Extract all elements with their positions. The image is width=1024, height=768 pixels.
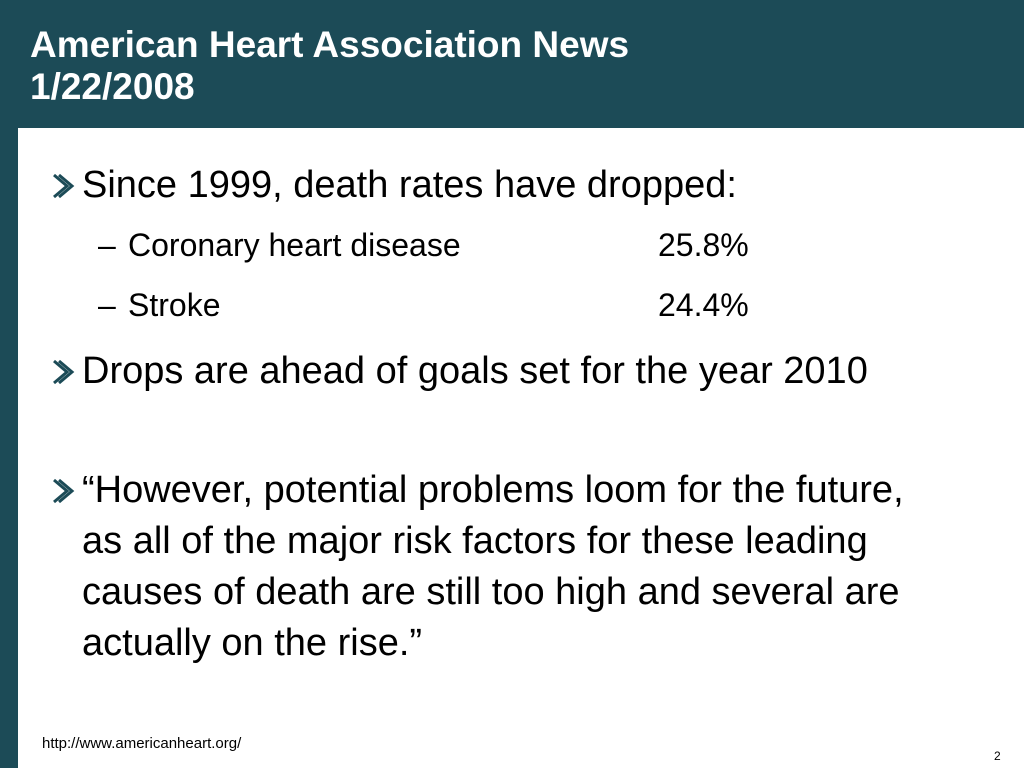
arrow-bullet-icon (53, 478, 75, 504)
subitem-label: Coronary heart disease (128, 227, 461, 263)
arrow-bullet-icon (53, 173, 75, 199)
arrow-bullet-icon (53, 359, 75, 385)
title-line-2: 1/22/2008 (30, 66, 195, 107)
slide-title: American Heart Association News 1/22/200… (30, 24, 1010, 108)
bullet-text: Drops are ahead of goals set for the yea… (82, 350, 868, 392)
page-number: 2 (994, 749, 1001, 763)
title-line-1: American Heart Association News (30, 24, 630, 65)
title-bar (0, 0, 1024, 128)
left-accent-strip (0, 128, 18, 768)
subitem-value: 25.8% (658, 227, 749, 263)
bullet-text: “However, potential problems loom for th… (82, 469, 904, 664)
subitem-dash: – (98, 287, 116, 323)
bullet-text: Since 1999, death rates have dropped: (82, 164, 737, 206)
subitem-dash: – (98, 227, 116, 263)
subitem-label: Stroke (128, 287, 221, 323)
footer-source-link[interactable]: http://www.americanheart.org/ (42, 735, 242, 752)
subitem-value: 24.4% (658, 287, 749, 323)
